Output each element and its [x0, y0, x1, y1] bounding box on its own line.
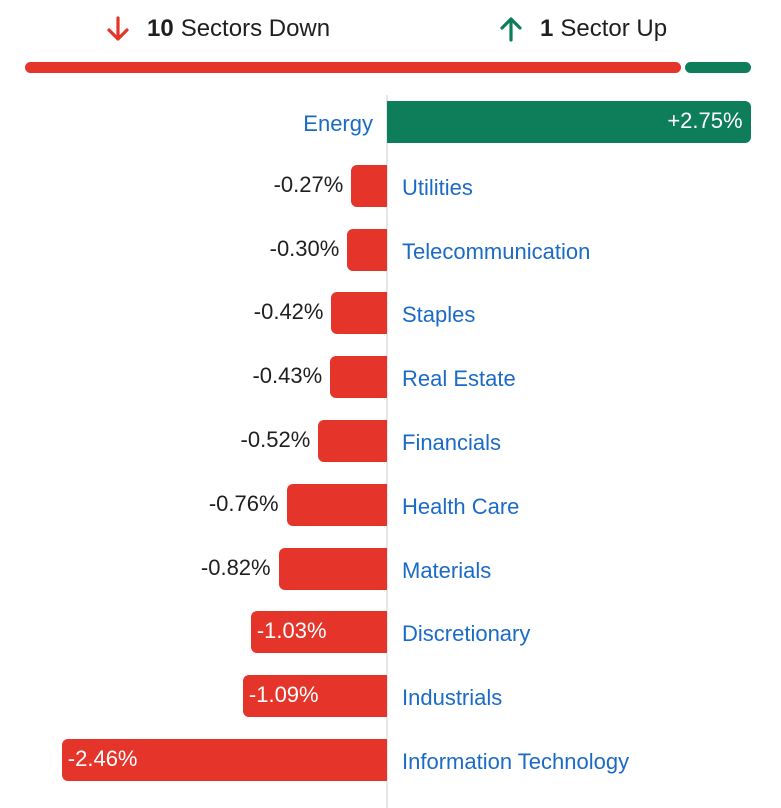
bar-telecommunication [347, 228, 387, 271]
value-label: -0.82% [200, 554, 271, 580]
bar-discretionary [250, 611, 387, 654]
arrow-down-icon [107, 16, 129, 41]
category-link-telecommunication[interactable]: Telecommunication [402, 238, 591, 264]
value-label: -1.09% [248, 682, 319, 708]
value-label: -0.43% [252, 363, 323, 389]
sectors-up-count: 1 [540, 15, 554, 42]
category-link-utilities[interactable]: Utilities [402, 174, 473, 200]
sectors-down-ratio-bar [25, 62, 682, 73]
value-label: -0.30% [269, 235, 340, 261]
value-label: -2.46% [67, 746, 138, 771]
value-label: -1.03% [256, 618, 327, 644]
sector-performance-chart: +2.75% Energy -0.27% Utilities -0.30% Telecom… [0, 85, 781, 808]
bar-financials [318, 420, 387, 462]
bar-materials [278, 547, 387, 590]
value-label: -0.52% [240, 427, 311, 452]
value-label: -0.76% [208, 490, 279, 516]
bar-utilities [351, 164, 387, 207]
category-link-real-estate[interactable]: Real Estate [402, 366, 516, 392]
bar-real-estate [330, 356, 387, 399]
sectors-down-summary: 10 Sectors Down [103, 14, 330, 44]
value-label: +2.75% [667, 108, 743, 133]
bar-health-care [286, 483, 387, 526]
zero-axis-line [386, 95, 388, 808]
sector-summary: 10 Sectors Down 1 Sector Up [0, 0, 781, 60]
sectors-up-ratio-bar [685, 62, 751, 73]
sectors-down-label: Sectors Down [180, 15, 331, 42]
bar-information-technology [61, 739, 387, 781]
category-link-staples[interactable]: Staples [402, 302, 476, 328]
value-label: -0.42% [253, 299, 324, 325]
category-link-materials[interactable]: Materials [402, 557, 492, 583]
category-link-discretionary[interactable]: Discretionary [402, 621, 531, 647]
category-link-information-technology[interactable]: Information Technology [402, 749, 630, 774]
arrow-up-icon [500, 17, 522, 42]
bar-industrials [242, 675, 387, 718]
sectors-up-summary: 1 Sector Up [496, 14, 667, 44]
bar-energy [387, 101, 751, 143]
category-link-energy[interactable]: Energy [303, 111, 373, 136]
value-label: -0.27% [273, 171, 344, 197]
sectors-up-label: Sector Up [560, 15, 668, 42]
bar-staples [331, 292, 387, 335]
category-link-financials[interactable]: Financials [402, 430, 502, 455]
category-link-industrials[interactable]: Industrials [402, 685, 503, 711]
category-link-health-care[interactable]: Health Care [402, 493, 520, 519]
sectors-down-count: 10 [147, 15, 174, 42]
